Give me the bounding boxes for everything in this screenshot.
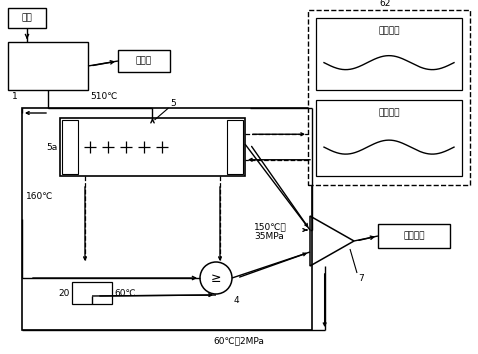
Text: 62: 62 <box>379 0 391 8</box>
Text: 动力输出: 动力输出 <box>403 232 425 240</box>
Bar <box>8 8 46 28</box>
Text: ≥: ≥ <box>211 272 221 285</box>
Text: 4: 4 <box>234 296 239 305</box>
Text: 燃料: 燃料 <box>22 13 33 23</box>
Text: 150℃，: 150℃， <box>254 222 287 231</box>
Text: 冬季供暖: 冬季供暖 <box>378 108 400 117</box>
Bar <box>8 42 88 90</box>
Bar <box>22 108 312 330</box>
Bar <box>72 282 112 304</box>
Text: 5: 5 <box>171 99 176 108</box>
Text: 夏季供冷: 夏季供冷 <box>378 26 400 35</box>
Text: 35MPa: 35MPa <box>254 232 284 241</box>
Text: 机械功: 机械功 <box>136 57 152 65</box>
Bar <box>316 18 462 90</box>
Text: 60℃: 60℃ <box>114 289 136 297</box>
Text: 20: 20 <box>59 289 70 297</box>
Bar <box>316 100 462 176</box>
Text: 1: 1 <box>12 92 18 101</box>
Bar <box>118 50 170 72</box>
Text: 5a: 5a <box>47 143 58 152</box>
Text: 60℃，2MPa: 60℃，2MPa <box>214 336 264 345</box>
Bar <box>378 224 450 248</box>
Bar <box>308 10 470 185</box>
Text: 510℃: 510℃ <box>90 92 118 101</box>
Bar <box>62 120 78 174</box>
Text: 160℃: 160℃ <box>26 192 54 201</box>
Bar <box>227 120 243 174</box>
Bar <box>60 118 245 176</box>
Text: 7: 7 <box>358 274 364 283</box>
